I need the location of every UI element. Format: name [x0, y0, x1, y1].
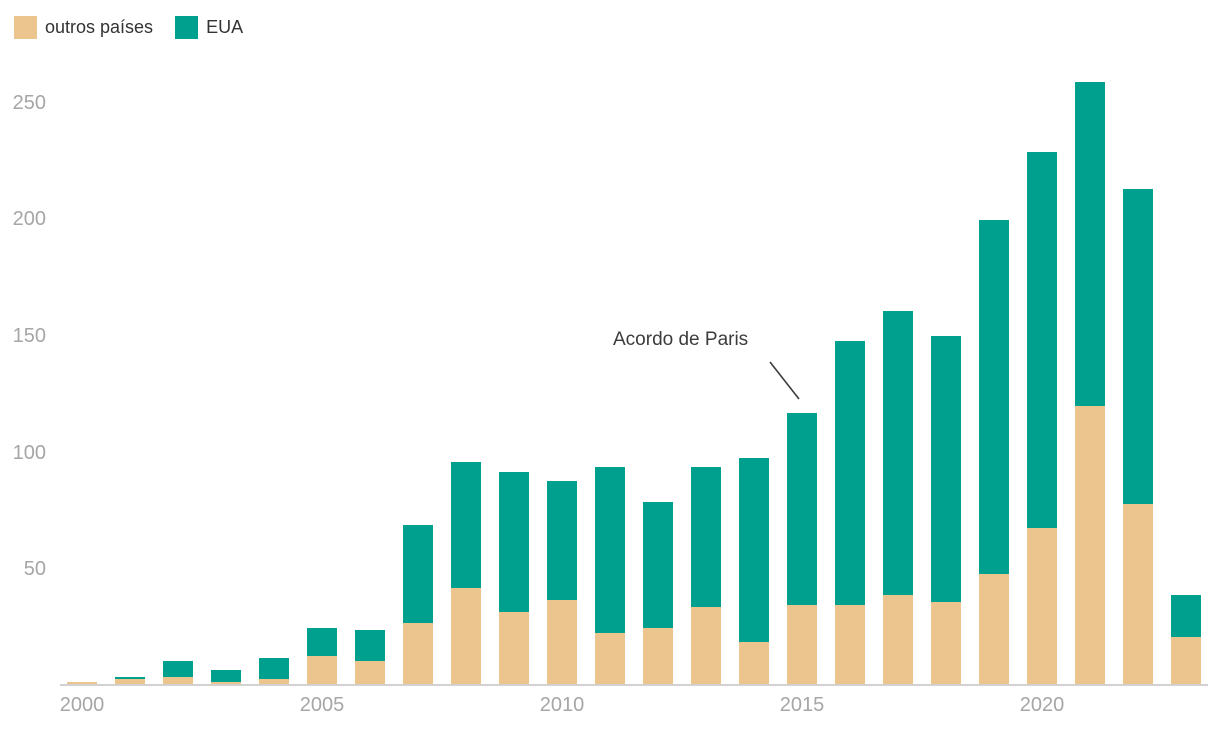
- y-axis-label-250: 250: [12, 91, 46, 114]
- bar-segment-outros-países-2002: [163, 677, 193, 684]
- bar-2004: [259, 658, 289, 684]
- bar-2013: [691, 467, 721, 684]
- bar-2007: [403, 525, 433, 684]
- bar-segment-outros-países-2018: [931, 602, 961, 684]
- bar-segment-EUA-2015: [787, 413, 817, 605]
- bar-segment-EUA-2022: [1123, 189, 1153, 505]
- bar-segment-outros-países-2013: [691, 607, 721, 684]
- bar-2015: 2015: [780, 413, 824, 716]
- y-axis: 50 100 150 200 250: [0, 56, 48, 686]
- bar-segment-outros-países-2010: [547, 600, 577, 684]
- bar-segment-EUA-2013: [691, 467, 721, 607]
- legend-item-eua: EUA: [175, 16, 243, 39]
- bar-segment-EUA-2011: [595, 467, 625, 633]
- bar-2012: [643, 502, 673, 684]
- bar-2023: [1171, 595, 1201, 684]
- bar-2000: 2000: [60, 681, 104, 716]
- bar-segment-EUA-2023: [1171, 595, 1201, 638]
- bar-2010: 2010: [540, 481, 584, 716]
- bar-segment-EUA-2018: [931, 336, 961, 603]
- bar-segment-outros-países-2004: [259, 679, 289, 684]
- bar-segment-EUA-2021: [1075, 82, 1105, 407]
- bar-segment-EUA-2008: [451, 462, 481, 589]
- bar-segment-outros-países-2021: [1075, 406, 1105, 684]
- legend-item-outros-paises: outros países: [14, 16, 153, 39]
- bar-segment-EUA-2014: [739, 457, 769, 642]
- bar-segment-outros-países-2003: [211, 681, 241, 684]
- bar-2014: [739, 457, 769, 684]
- bar-2018: [931, 336, 961, 684]
- bar-2006: [355, 630, 385, 684]
- legend-swatch: [14, 16, 37, 39]
- bar-2020: 2020: [1020, 152, 1064, 716]
- bar-segment-EUA-2017: [883, 310, 913, 596]
- annotation-acordo-de-paris: Acordo de Paris: [613, 329, 749, 350]
- bar-segment-EUA-2001: [115, 677, 145, 680]
- plot-area: 2000 2005 2010 2015 2020: [60, 56, 1208, 716]
- bar-segment-outros-países-2016: [835, 604, 865, 684]
- x-axis-label-2020: 2020: [1019, 694, 1065, 716]
- bars: 2000 2005 2010 2015 2020: [60, 56, 1208, 716]
- bar-segment-EUA-2007: [403, 525, 433, 624]
- bar-segment-outros-países-2009: [499, 611, 529, 684]
- bar-2016: [835, 341, 865, 684]
- bar-segment-EUA-2020: [1027, 152, 1057, 528]
- bar-2005: 2005: [300, 628, 344, 716]
- bar-2009: [499, 471, 529, 684]
- bar-segment-outros-países-2001: [115, 679, 145, 684]
- bar-segment-EUA-2019: [979, 219, 1009, 575]
- legend-label-eua: EUA: [206, 17, 244, 37]
- bar-segment-EUA-2012: [643, 502, 673, 628]
- bar-segment-outros-países-2020: [1027, 527, 1057, 684]
- legend-label-outros-paises: outros países: [45, 17, 154, 37]
- legend-swatch: [175, 16, 199, 39]
- bar-segment-EUA-2009: [499, 471, 529, 612]
- y-axis-label-150: 150: [12, 325, 46, 347]
- bar-segment-outros-países-2006: [355, 660, 385, 684]
- bar-segment-EUA-2004: [259, 658, 289, 680]
- y-axis-label-50: 50: [23, 558, 46, 581]
- bar-segment-outros-países-2007: [403, 623, 433, 684]
- bar-segment-outros-países-2005: [307, 656, 337, 684]
- legend: outros países EUA: [14, 16, 243, 39]
- bar-2003: [211, 670, 241, 684]
- x-axis-label-2010: 2010: [539, 694, 585, 716]
- annotation-pointer-line: [769, 361, 800, 400]
- x-axis-label-2000: 2000: [59, 694, 105, 716]
- bar-2022: [1123, 189, 1153, 684]
- bar-segment-outros-países-2017: [883, 595, 913, 684]
- bar-2021: [1075, 82, 1105, 684]
- bar-segment-EUA-2005: [307, 628, 337, 656]
- bar-2011: [595, 467, 625, 684]
- bar-segment-EUA-2010: [547, 481, 577, 600]
- bar-2002: [163, 660, 193, 684]
- bar-segment-outros-países-2012: [643, 628, 673, 684]
- bar-segment-outros-países-2008: [451, 588, 481, 684]
- bar-segment-outros-países-2015: [787, 604, 817, 684]
- bar-segment-EUA-2003: [211, 670, 241, 682]
- y-axis-label-200: 200: [12, 208, 46, 231]
- x-axis-label-2005: 2005: [299, 694, 345, 716]
- bar-segment-outros-países-2022: [1123, 504, 1153, 684]
- bar-2017: [883, 310, 913, 684]
- bar-segment-outros-países-2011: [595, 632, 625, 684]
- bar-segment-outros-países-2023: [1171, 637, 1201, 684]
- x-axis-label-2015: 2015: [779, 694, 825, 716]
- bar-segment-EUA-2006: [355, 630, 385, 661]
- bar-segment-EUA-2016: [835, 341, 865, 605]
- y-axis-label-100: 100: [12, 441, 46, 464]
- bar-2008: [451, 462, 481, 684]
- bar-segment-outros-países-2014: [739, 642, 769, 684]
- bar-2001: [115, 677, 145, 684]
- bar-segment-outros-países-2019: [979, 574, 1009, 684]
- bar-2019: [979, 219, 1009, 684]
- bar-segment-outros-países-2000: [67, 681, 97, 684]
- bar-segment-EUA-2002: [163, 660, 193, 677]
